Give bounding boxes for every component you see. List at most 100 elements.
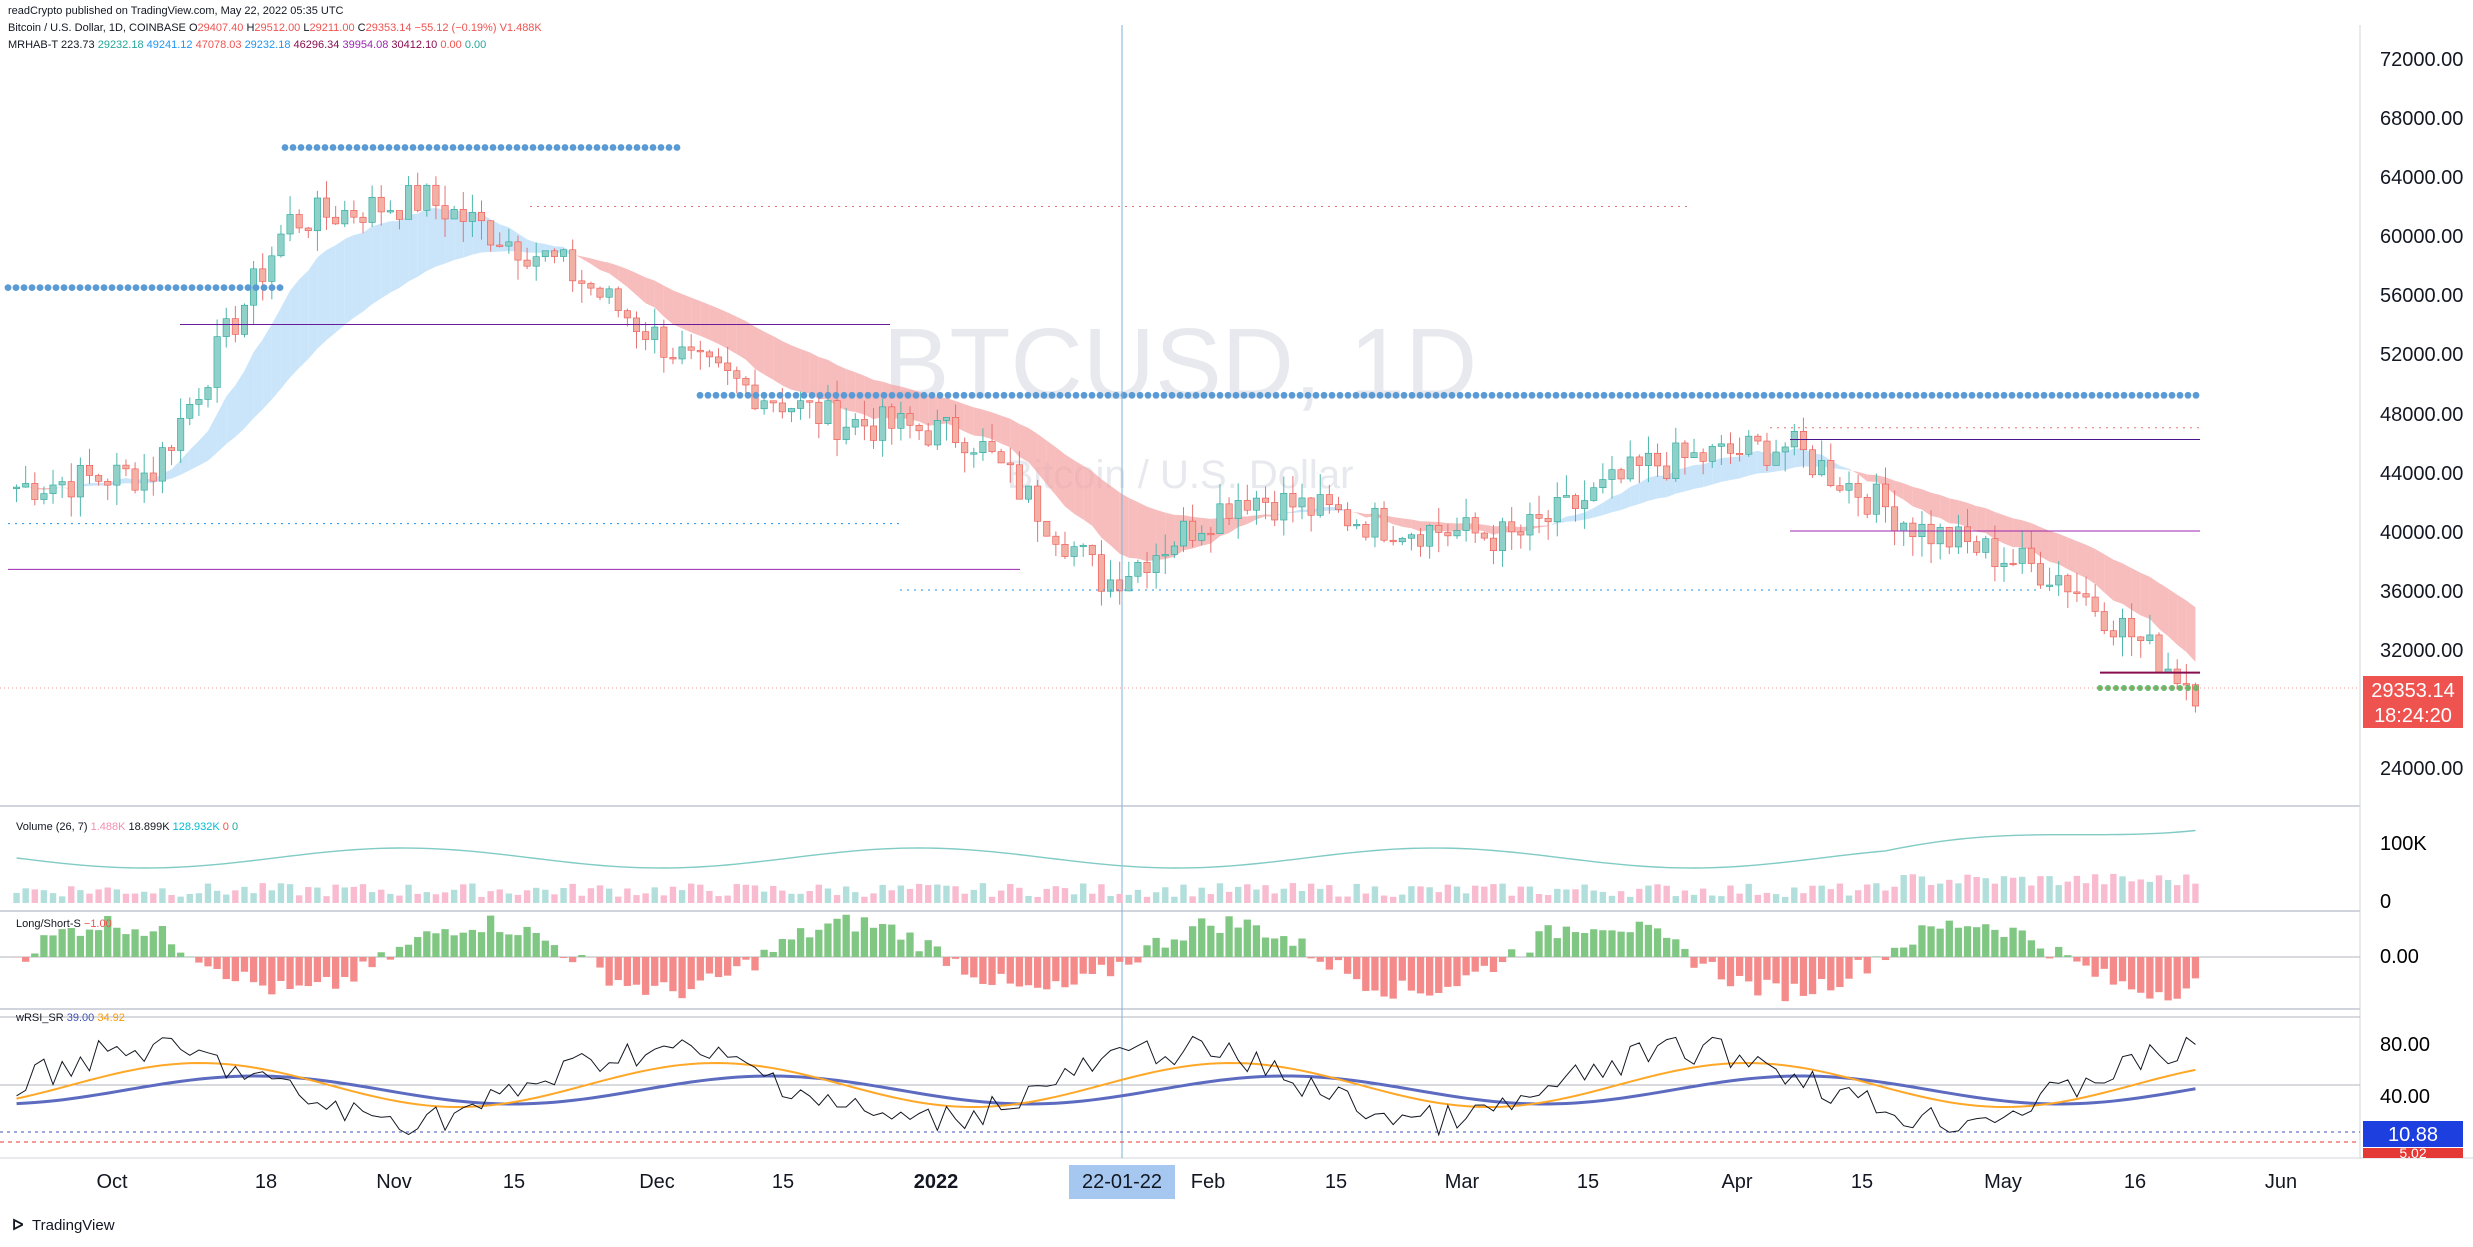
symbol-legend[interactable]: Bitcoin / U.S. Dollar, 1D, COINBASE O294… — [8, 22, 542, 34]
candle-body — [1901, 523, 1907, 531]
ls-bar — [1763, 957, 1770, 980]
candle-body — [1891, 507, 1897, 531]
volume-bar — [1627, 897, 1633, 903]
ls-bar — [624, 957, 631, 986]
candle-body — [1846, 483, 1852, 490]
published-line: readCrypto published on TradingView.com,… — [8, 5, 344, 17]
vol-value: 128.932K — [173, 821, 220, 833]
time-label: 2022 — [914, 1171, 959, 1193]
candle-body — [1135, 562, 1141, 576]
ls-bar — [1125, 957, 1132, 965]
volume-bar — [1253, 889, 1259, 903]
longshort-legend[interactable]: Long/Short-S −1.00 — [16, 918, 112, 930]
candle-body — [1764, 441, 1770, 465]
ema-band-segment — [691, 298, 700, 336]
level-dot — [666, 144, 673, 151]
ls-bar — [49, 935, 56, 957]
level-dot — [2033, 392, 2040, 399]
candle-body — [1964, 527, 1970, 542]
ls-bar — [788, 939, 795, 957]
candle-body — [579, 281, 585, 284]
ls-bar — [22, 957, 29, 962]
level-dot — [1193, 392, 1200, 399]
time-axis[interactable]: Oct 18 Nov 15 Dec 15 2022 Feb 15 Mar 15 … — [96, 1171, 2297, 1193]
volume-bar — [1071, 894, 1077, 903]
candle-body — [1700, 453, 1706, 462]
ls-bar — [1745, 957, 1752, 981]
volume-bar — [424, 892, 430, 903]
ema-band-segment — [782, 341, 791, 390]
level-dot — [1089, 392, 1096, 399]
level-dot — [1905, 392, 1912, 399]
level-dot — [969, 392, 976, 399]
volume-bar — [205, 884, 211, 903]
ema-band-segment — [682, 294, 691, 332]
ls-bar — [451, 935, 458, 957]
ema-band-segment — [1101, 479, 1110, 545]
volume-bar — [378, 890, 384, 903]
level-dot — [1729, 392, 1736, 399]
candle-body — [907, 413, 913, 425]
ls-bar — [1681, 949, 1688, 957]
volume-bar — [1107, 896, 1113, 903]
ls-bar — [487, 916, 494, 957]
volume-bar — [852, 892, 858, 903]
level-dot — [1737, 392, 1744, 399]
ls-bar — [1152, 938, 1159, 957]
ind-value: 0.00 — [465, 39, 486, 51]
ls-bar — [2101, 957, 2108, 969]
ema-band-segment — [655, 281, 664, 317]
candle-body — [1171, 546, 1177, 554]
volume-bar — [524, 890, 530, 903]
candle-body — [2128, 618, 2134, 636]
ls-bar — [1380, 957, 1387, 997]
level-dot — [1793, 392, 1800, 399]
ls-bar — [1772, 957, 1779, 983]
volume-bar — [1080, 884, 1086, 903]
candle-body — [1372, 508, 1378, 537]
indicator-legend[interactable]: MRHAB-T 223.73 29232.18 49241.12 47078.0… — [8, 39, 486, 51]
ls-bar — [1426, 957, 1433, 996]
level-dot — [1665, 392, 1672, 399]
ema-band-segment — [582, 256, 591, 264]
level-dot — [809, 392, 816, 399]
volume-bar — [314, 888, 320, 903]
rsi-tick: 80.00 — [2380, 1034, 2430, 1056]
ls-bar — [2073, 957, 2080, 962]
candle-body — [1290, 493, 1296, 507]
long-short-pane — [0, 915, 2360, 1001]
level-dot — [1745, 392, 1752, 399]
volume-bar — [1654, 884, 1660, 903]
ls-bar — [1900, 948, 1907, 957]
volume-legend[interactable]: Volume (26, 7) 1.488K 18.899K 128.932K 0… — [16, 821, 238, 833]
price-axis[interactable]: 72000.00 68000.00 64000.00 60000.00 5600… — [2380, 49, 2463, 780]
level-dot — [418, 144, 425, 151]
volume-bar — [77, 890, 83, 903]
ema-band-segment — [381, 221, 390, 298]
volume-bar — [50, 893, 56, 903]
candle-body — [597, 288, 603, 297]
level-dot — [1297, 392, 1304, 399]
level-dot — [817, 392, 824, 399]
volume-bar — [1718, 896, 1724, 903]
candle-body — [1126, 576, 1132, 591]
volume-bar — [1782, 897, 1788, 903]
candle-body — [515, 242, 521, 260]
volume-bar — [451, 890, 457, 903]
level-dot — [538, 144, 545, 151]
level-dot — [1569, 392, 1576, 399]
ls-bar — [469, 930, 476, 957]
candle-body — [615, 289, 621, 311]
level-dot — [2025, 392, 2032, 399]
ls-bar — [2000, 937, 2007, 957]
volume-bar — [1426, 887, 1432, 903]
candle-body — [569, 250, 575, 281]
level-dot — [2001, 392, 2008, 399]
level-dot — [141, 284, 148, 291]
volume-bar — [679, 890, 685, 903]
volume-bar — [2074, 876, 2080, 903]
rsi-legend[interactable]: wRSI_SR 39.00 34.92 — [16, 1012, 125, 1024]
ls-bar — [760, 950, 767, 957]
level-dot — [594, 144, 601, 151]
ls-bar — [1508, 949, 1515, 957]
